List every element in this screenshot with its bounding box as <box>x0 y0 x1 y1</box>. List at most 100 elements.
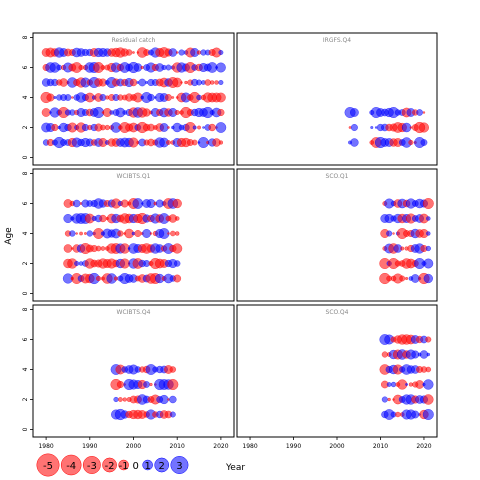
residual-bubble <box>191 139 198 146</box>
residual-bubble <box>171 96 175 99</box>
residual-bubble <box>41 108 51 117</box>
legend-label: 1 <box>144 461 150 472</box>
residual-bubble <box>426 231 431 236</box>
residual-bubble <box>418 122 429 133</box>
panel-title: SCO.Q1 <box>326 173 349 180</box>
residual-bubble <box>423 379 434 390</box>
legend-label: 3 <box>176 461 182 472</box>
y-tick-label: 2 <box>22 261 29 265</box>
residual-bubble <box>174 110 180 115</box>
legend-item: -3 <box>82 456 101 474</box>
residual-bubble <box>173 274 182 283</box>
residual-bubble <box>172 198 182 209</box>
x-tick-label: 2010 <box>373 443 388 450</box>
residual-bubble <box>69 230 76 237</box>
y-tick-label: 0 <box>22 155 29 159</box>
residual-bubble <box>64 94 72 101</box>
legend-label: -4 <box>66 461 76 472</box>
residual-bubble <box>381 396 388 403</box>
x-tick-label: 2020 <box>213 443 228 450</box>
residual-bubble <box>423 258 434 269</box>
residual-bubble <box>381 351 388 358</box>
residual-bubble <box>159 123 169 132</box>
y-axis-title: Age <box>4 227 14 245</box>
legend-item: -1 <box>118 459 129 472</box>
residual-bubble <box>426 352 431 357</box>
panel-title: SCO.Q4 <box>326 309 349 316</box>
residual-bubble <box>72 199 81 208</box>
residual-bubble <box>217 108 225 117</box>
residual-bubble <box>204 79 211 86</box>
residual-bubble <box>386 382 392 387</box>
residual-bubble <box>132 51 135 54</box>
residual-bubble <box>168 48 178 57</box>
residual-bubble <box>395 411 401 418</box>
x-tick-label: 2000 <box>329 443 344 450</box>
legend-label: -2 <box>105 461 115 472</box>
residual-bubble <box>147 93 155 102</box>
residual-bubble <box>423 273 433 284</box>
panel-title: IRGFS.Q4 <box>323 37 351 44</box>
residual-bubble <box>192 125 197 130</box>
residual-bubble <box>159 394 169 405</box>
legend-bubble <box>118 459 129 471</box>
legend-bubble <box>154 457 170 473</box>
panel-1: IRGFS.Q4 <box>236 32 438 166</box>
residual-bubble <box>215 62 226 73</box>
residual-bubble <box>143 381 150 388</box>
legend-item: 2 <box>154 457 170 473</box>
residual-bubble <box>218 50 224 55</box>
y-tick-label: 6 <box>22 65 29 69</box>
y-tick-label: 0 <box>22 291 29 295</box>
residual-bubble <box>86 230 93 237</box>
panel-frame <box>236 168 438 302</box>
legend-label: 2 <box>159 461 165 472</box>
panel-title: WCIBTS.Q1 <box>117 173 151 180</box>
residual-bubble <box>392 232 395 235</box>
panel-title: WCIBTS.Q4 <box>117 309 151 316</box>
y-tick-label: 4 <box>22 231 29 235</box>
residual-bubble <box>423 394 434 405</box>
y-tick-label: 6 <box>22 337 29 341</box>
y-tick-label: 4 <box>22 95 29 99</box>
residual-bubble <box>84 232 87 235</box>
residual-bubble <box>405 276 409 281</box>
x-tick-label: 1980 <box>242 443 257 450</box>
y-tick-label: 6 <box>22 201 29 205</box>
residual-bubble <box>387 397 391 402</box>
residual-bubble <box>140 65 144 70</box>
residual-bubble <box>104 124 110 131</box>
residual-bubble <box>174 260 181 267</box>
legend-item: 1 <box>142 459 153 472</box>
residual-bubble <box>46 93 55 102</box>
residual-bubble <box>180 81 183 84</box>
legend-label: -3 <box>87 461 97 472</box>
residual-bubble <box>175 51 179 54</box>
panel-0: Residual catch 0 2 4 6 8 <box>22 32 235 166</box>
residual-bubble <box>142 229 152 238</box>
residual-bubble <box>350 124 358 131</box>
residual-bubble <box>174 231 180 236</box>
residual-bubble <box>374 126 378 129</box>
panels-group: Residual catch 0 2 4 6 8 IRGFS.Q4 WCIBTS.Q1 0 2 4 6… <box>22 32 438 450</box>
residual-bubble <box>51 123 59 132</box>
legend-item: -4 <box>60 454 82 476</box>
legend-item: -2 <box>102 457 117 473</box>
residual-bubble <box>405 383 408 386</box>
y-tick-label: 4 <box>22 367 29 371</box>
panel-3: SCO.Q1 <box>236 168 438 302</box>
residual-bubble <box>422 198 434 209</box>
residual-bubble <box>184 80 188 85</box>
residual-bubble <box>99 214 107 223</box>
x-axis-title: Year <box>225 463 245 473</box>
residual-bubble <box>409 126 413 129</box>
residual-bubble <box>400 246 405 251</box>
y-tick-label: 8 <box>22 35 29 39</box>
residual-bubble <box>113 276 119 281</box>
residual-bubble <box>75 232 78 235</box>
residual-bubble <box>202 126 205 129</box>
x-tick-label: 1990 <box>286 443 301 450</box>
residual-bubble <box>63 244 73 253</box>
panel-title: Residual catch <box>112 37 156 44</box>
